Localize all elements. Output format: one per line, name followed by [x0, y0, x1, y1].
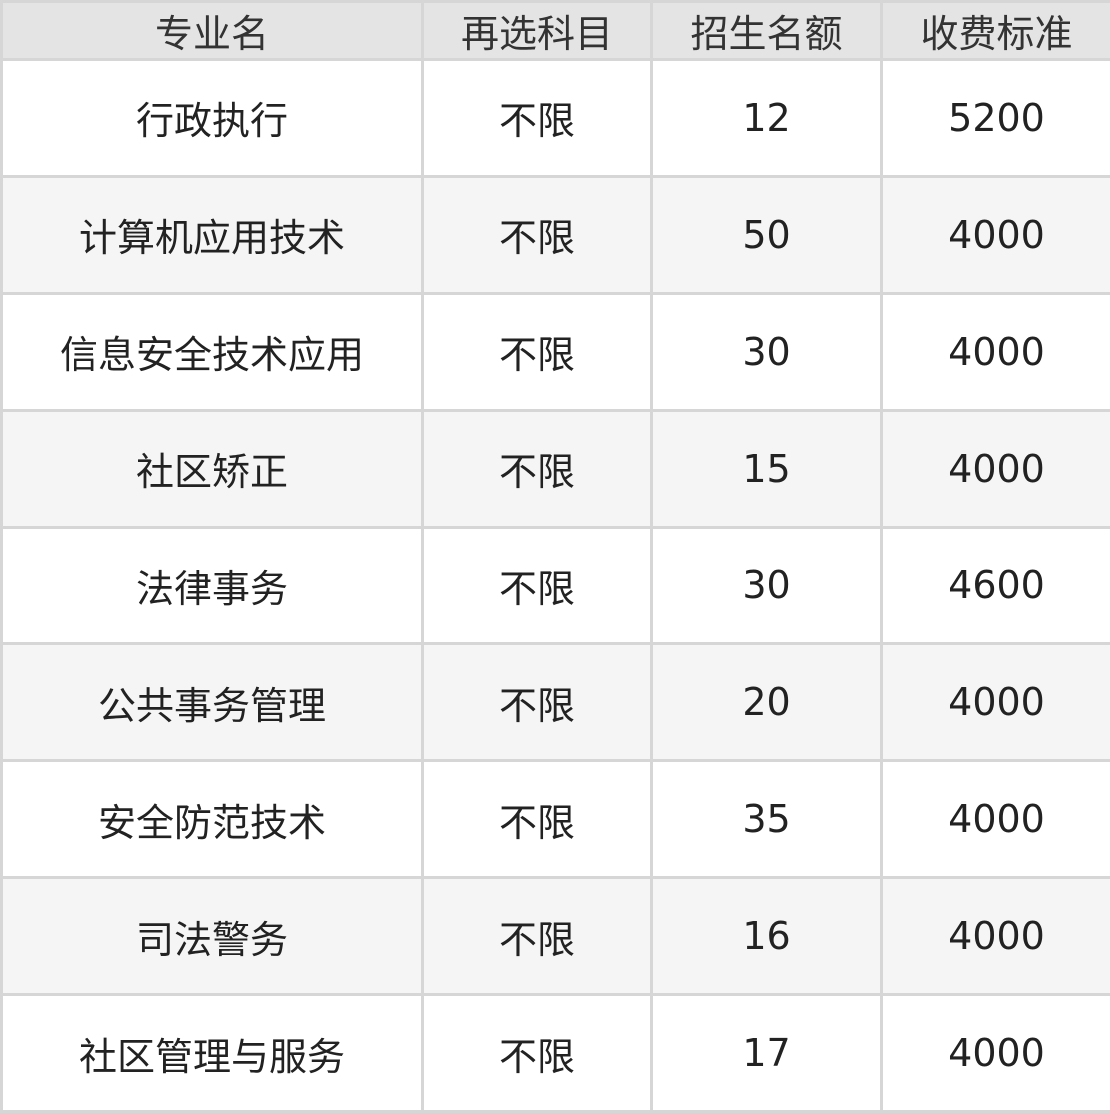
- cell-elective-subjects: 不限: [421, 291, 653, 412]
- cell-enrollment-quota: 16: [650, 876, 883, 996]
- table-row: 安全防范技术 不限 35 4000: [0, 759, 1110, 880]
- cell-enrollment-quota: 50: [650, 174, 883, 295]
- cell-major-name: 安全防范技术: [0, 759, 424, 880]
- table-header-row: 专业名 再选科目 招生名额 收费标准: [0, 0, 1110, 61]
- cell-enrollment-quota: 35: [650, 759, 883, 880]
- cell-tuition: 4000: [880, 759, 1110, 880]
- cell-major-name: 计算机应用技术: [0, 174, 424, 295]
- table-row: 行政执行 不限 12 5200: [0, 58, 1110, 178]
- table-row: 法律事务 不限 30 4600: [0, 525, 1110, 646]
- cell-enrollment-quota: 30: [650, 291, 883, 412]
- cell-enrollment-quota: 20: [650, 642, 883, 763]
- cell-elective-subjects: 不限: [421, 58, 653, 178]
- header-tuition: 收费标准: [880, 0, 1110, 61]
- cell-tuition: 5200: [880, 58, 1110, 178]
- cell-elective-subjects: 不限: [421, 525, 653, 646]
- cell-major-name: 行政执行: [0, 58, 424, 178]
- cell-enrollment-quota: 17: [650, 993, 883, 1113]
- header-elective-subjects: 再选科目: [421, 0, 653, 61]
- cell-tuition: 4000: [880, 291, 1110, 412]
- cell-elective-subjects: 不限: [421, 642, 653, 763]
- cell-major-name: 公共事务管理: [0, 642, 424, 763]
- cell-major-name: 司法警务: [0, 876, 424, 996]
- table-row: 司法警务 不限 16 4000: [0, 876, 1110, 996]
- cell-elective-subjects: 不限: [421, 408, 653, 529]
- cell-tuition: 4000: [880, 408, 1110, 529]
- header-major-name: 专业名: [0, 0, 424, 61]
- cell-major-name: 社区矫正: [0, 408, 424, 529]
- cell-tuition: 4000: [880, 993, 1110, 1113]
- cell-enrollment-quota: 30: [650, 525, 883, 646]
- cell-major-name: 社区管理与服务: [0, 993, 424, 1113]
- cell-enrollment-quota: 12: [650, 58, 883, 178]
- header-enrollment-quota: 招生名额: [650, 0, 883, 61]
- cell-tuition: 4600: [880, 525, 1110, 646]
- cell-elective-subjects: 不限: [421, 174, 653, 295]
- cell-tuition: 4000: [880, 642, 1110, 763]
- table-row: 社区管理与服务 不限 17 4000: [0, 993, 1110, 1113]
- cell-elective-subjects: 不限: [421, 993, 653, 1113]
- table-row: 计算机应用技术 不限 50 4000: [0, 174, 1110, 295]
- cell-elective-subjects: 不限: [421, 759, 653, 880]
- cell-tuition: 4000: [880, 174, 1110, 295]
- cell-enrollment-quota: 15: [650, 408, 883, 529]
- cell-tuition: 4000: [880, 876, 1110, 996]
- cell-major-name: 信息安全技术应用: [0, 291, 424, 412]
- table-row: 社区矫正 不限 15 4000: [0, 408, 1110, 529]
- cell-elective-subjects: 不限: [421, 876, 653, 996]
- cell-major-name: 法律事务: [0, 525, 424, 646]
- table-row: 公共事务管理 不限 20 4000: [0, 642, 1110, 763]
- table-row: 信息安全技术应用 不限 30 4000: [0, 291, 1110, 412]
